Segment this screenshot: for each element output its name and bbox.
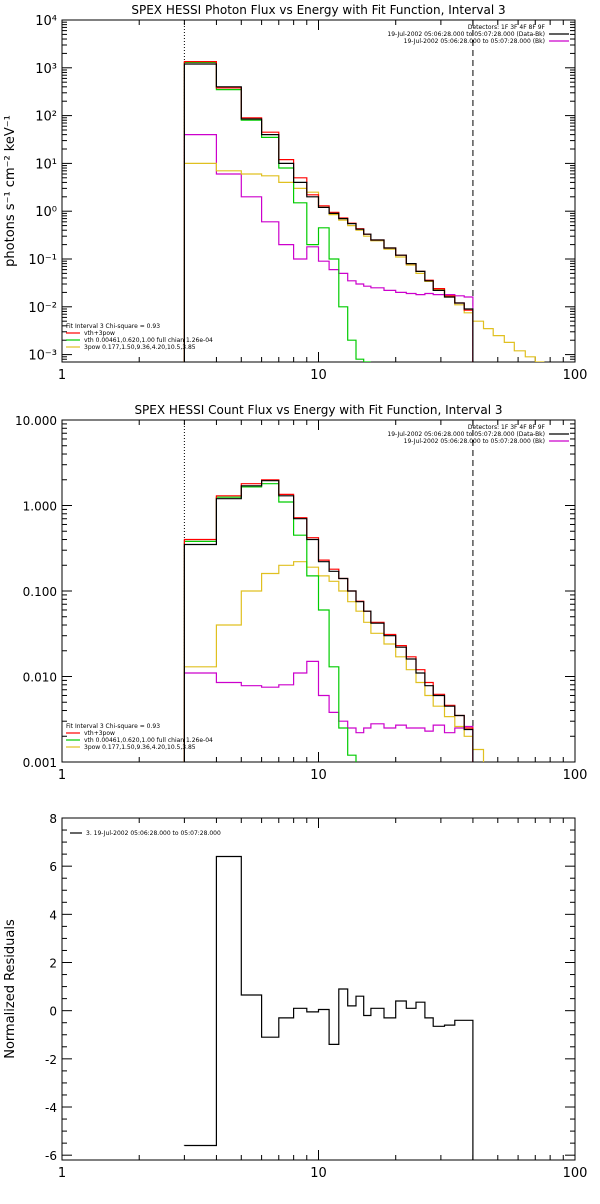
legend-entry: 3. 19-Jul-2002 05:06:28.000 to 05:07:28.…	[86, 830, 221, 837]
y-tick-label: 10⁴	[35, 14, 57, 29]
x-tick-label: 100	[563, 768, 588, 783]
plot-frame	[61, 19, 576, 363]
y-tick-label: 10⁰	[35, 205, 57, 220]
series-group	[183, 855, 474, 1160]
y-tick-label: 2	[49, 957, 57, 971]
legend-top-entry: 19-Jul-2002 05:06:28.000 to 05:07:28.000…	[404, 38, 545, 45]
y-axis-label: photons s⁻¹ cm⁻² keV⁻¹	[3, 115, 18, 267]
legend-bottom-entry: vth 0.00461,0.620,1.00 full chian 1.26e-…	[84, 337, 213, 344]
series-residuals	[183, 855, 474, 1160]
series-background	[183, 134, 474, 362]
series-data	[183, 480, 474, 762]
y-tick-label: 8	[49, 812, 57, 826]
y-tick-label: 0	[49, 1005, 57, 1019]
chart-title: SPEX HESSI Photon Flux vs Energy with Fi…	[131, 3, 505, 17]
plot-frame	[61, 817, 576, 1161]
series-powerlaw	[183, 162, 545, 362]
chart-title: SPEX HESSI Count Flux vs Energy with Fit…	[134, 403, 502, 417]
y-tick-label: 0.100	[23, 585, 57, 599]
legend-bottom-entry: vth+3pow	[84, 330, 115, 337]
x-tick-label: 10	[310, 1166, 327, 1181]
y-tick-label: 10³	[35, 62, 57, 77]
legend-top-entry: 19-Jul-2002 05:06:28.000 to 05:07:28.000…	[404, 438, 545, 445]
x-tick-label: 10	[310, 768, 327, 783]
x-tick-label: 100	[563, 1166, 588, 1181]
y-tick-label: -2	[45, 1053, 57, 1067]
series-thermal	[183, 483, 357, 762]
y-tick-label: -6	[45, 1149, 57, 1163]
y-tick-label: 0.010	[23, 671, 57, 685]
y-tick-label: 10¹	[35, 157, 57, 172]
legend-top-entry: Detectors: 1F 3F 4F 8F 9F	[468, 424, 546, 431]
legend-bottom-entry: vth 0.00461,0.620,1.00 full chian 1.26e-…	[84, 737, 213, 744]
series-background	[183, 660, 474, 762]
y-tick-label: 10⁻¹	[28, 253, 57, 268]
x-tick-label: 1	[58, 368, 66, 383]
panel-3: Normalized Residuals 1 10 100 -6 -4 -2 0 2 4 6 8 3. …	[3, 812, 587, 1181]
y-tick-label: 0.001	[23, 756, 57, 770]
legend-bottom-entry: Fit Interval 3 Chi-square = 0.93	[66, 723, 160, 730]
y-tick-label: 1.000	[23, 500, 57, 514]
panel-2: SPEX HESSI Count Flux vs Energy with Fit…	[15, 403, 587, 783]
legend-bottom-entry: vth+3pow	[84, 730, 115, 737]
x-tick-label: 1	[58, 768, 66, 783]
legend-top-entry: 19-Jul-2002 05:06:28.000 to 05:07:28.000…	[387, 431, 545, 438]
y-tick-label: 10⁻²	[28, 301, 57, 316]
legend-bottom-entry: 3pow 0.177,1.50,9.36,4.20,10.5,3.85	[84, 344, 196, 351]
legend-top-entry: 19-Jul-2002 05:06:28.000 to 05:07:28.000…	[387, 31, 545, 38]
panel-1: SPEX HESSI Photon Flux vs Energy with Fi…	[3, 3, 587, 383]
x-tick-label: 10	[310, 368, 327, 383]
legend-bottom-entry: 3pow 0.177,1.50,9.36,4.20,10.5,3.85	[84, 744, 196, 751]
series-group	[183, 61, 545, 362]
y-tick-label: 10²	[35, 110, 57, 125]
y-tick-label: 4	[49, 908, 57, 922]
x-tick-label: 100	[563, 368, 588, 383]
y-tick-label: 6	[49, 860, 57, 874]
y-tick-label: 10.000	[15, 414, 57, 428]
x-tick-label: 1	[58, 1166, 66, 1181]
y-tick-label: 10⁻³	[28, 349, 57, 364]
series-data	[183, 63, 474, 362]
legend-bottom-entry: Fit Interval 3 Chi-square = 0.93	[66, 323, 160, 330]
y-axis-label: Normalized Residuals	[3, 919, 18, 1059]
series-group	[183, 479, 485, 762]
series-thermal	[183, 61, 371, 362]
y-tick-label: -4	[45, 1101, 57, 1115]
series-powerlaw	[183, 561, 485, 762]
legend-top-entry: Detectors: 1F 3F 4F 8F 9F	[468, 24, 546, 31]
